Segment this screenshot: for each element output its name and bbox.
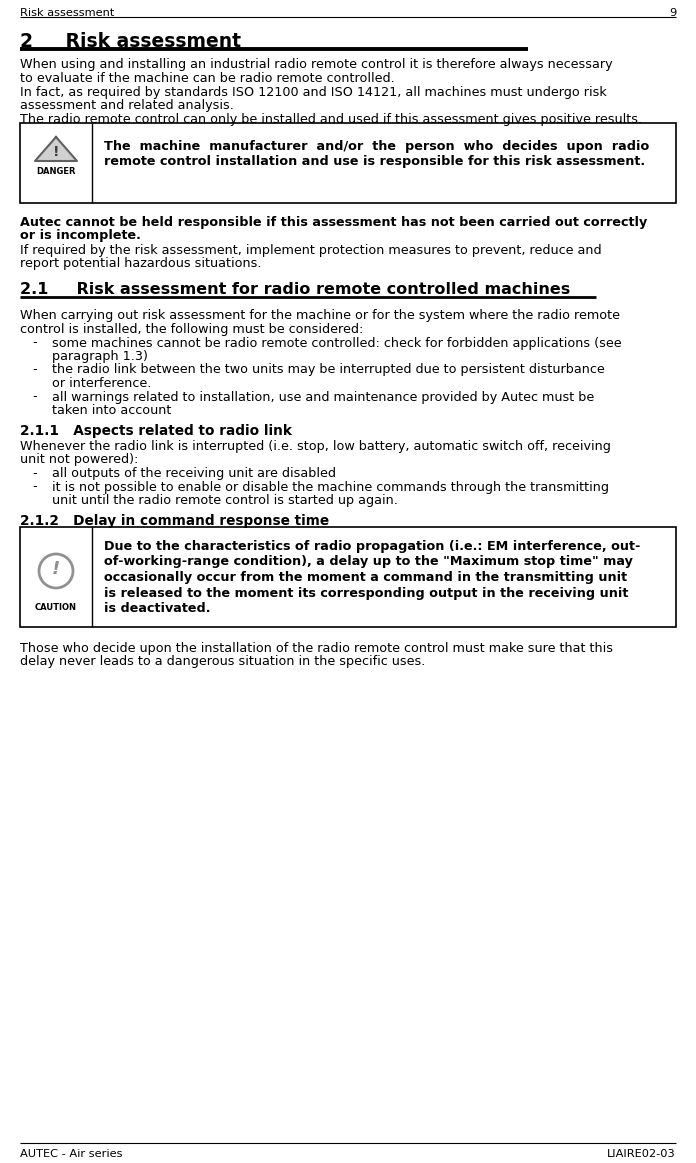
- Text: report potential hazardous situations.: report potential hazardous situations.: [20, 257, 262, 271]
- Text: all outputs of the receiving unit are disabled: all outputs of the receiving unit are di…: [52, 468, 336, 480]
- Text: When using and installing an industrial radio remote control it is therefore alw: When using and installing an industrial …: [20, 58, 612, 71]
- Text: !: !: [53, 145, 59, 159]
- Text: DANGER: DANGER: [36, 167, 76, 176]
- Text: 2     Risk assessment: 2 Risk assessment: [20, 33, 241, 51]
- Text: occasionally occur from the moment a command in the transmitting unit: occasionally occur from the moment a com…: [104, 571, 627, 584]
- Text: it is not possible to enable or disable the machine commands through the transmi: it is not possible to enable or disable …: [52, 480, 609, 493]
- Text: -: -: [32, 336, 37, 350]
- Text: CAUTION: CAUTION: [35, 602, 77, 612]
- Text: 9: 9: [669, 8, 676, 17]
- Text: control is installed, the following must be considered:: control is installed, the following must…: [20, 323, 363, 336]
- Text: !: !: [52, 561, 60, 578]
- Text: is released to the moment its corresponding output in the receiving unit: is released to the moment its correspond…: [104, 586, 628, 599]
- Text: of-working-range condition), a delay up to the "Maximum stop time" may: of-working-range condition), a delay up …: [104, 556, 633, 569]
- Text: assessment and related analysis.: assessment and related analysis.: [20, 100, 234, 113]
- Text: unit not powered):: unit not powered):: [20, 454, 139, 466]
- Text: is deactivated.: is deactivated.: [104, 602, 210, 615]
- Text: delay never leads to a dangerous situation in the specific uses.: delay never leads to a dangerous situati…: [20, 656, 425, 669]
- Text: remote control installation and use is responsible for this risk assessment.: remote control installation and use is r…: [104, 155, 645, 167]
- Text: AUTEC - Air series: AUTEC - Air series: [20, 1149, 122, 1160]
- Text: 2.1.2   Delay in command response time: 2.1.2 Delay in command response time: [20, 514, 329, 528]
- Text: The radio remote control can only be installed and used if this assessment gives: The radio remote control can only be ins…: [20, 113, 642, 126]
- Text: -: -: [32, 480, 37, 493]
- Text: unit until the radio remote control is started up again.: unit until the radio remote control is s…: [52, 494, 398, 507]
- Text: Those who decide upon the installation of the radio remote control must make sur: Those who decide upon the installation o…: [20, 642, 613, 655]
- Text: all warnings related to installation, use and maintenance provided by Autec must: all warnings related to installation, us…: [52, 391, 594, 404]
- Text: Risk assessment: Risk assessment: [20, 8, 114, 17]
- Bar: [20, 527, 676, 627]
- Text: Autec cannot be held responsible if this assessment has not been carried out cor: Autec cannot be held responsible if this…: [20, 216, 647, 229]
- Text: Due to the characteristics of radio propagation (i.e.: EM interference, out-: Due to the characteristics of radio prop…: [104, 540, 640, 552]
- Text: some machines cannot be radio remote controlled: check for forbidden application: some machines cannot be radio remote con…: [52, 336, 622, 350]
- Text: Whenever the radio link is interrupted (i.e. stop, low battery, automatic switch: Whenever the radio link is interrupted (…: [20, 440, 611, 454]
- Text: -: -: [32, 468, 37, 480]
- Text: The  machine  manufacturer  and/or  the  person  who  decides  upon  radio: The machine manufacturer and/or the pers…: [104, 140, 649, 154]
- Text: 2.1     Risk assessment for radio remote controlled machines: 2.1 Risk assessment for radio remote con…: [20, 281, 570, 297]
- Text: -: -: [32, 391, 37, 404]
- Text: LIAIRE02-03: LIAIRE02-03: [607, 1149, 676, 1160]
- Text: the radio link between the two units may be interrupted due to persistent distur: the radio link between the two units may…: [52, 364, 605, 377]
- Text: When carrying out risk assessment for the machine or for the system where the ra: When carrying out risk assessment for th…: [20, 309, 620, 322]
- Text: paragraph 1.3): paragraph 1.3): [52, 350, 148, 363]
- Text: 2.1.1   Aspects related to radio link: 2.1.1 Aspects related to radio link: [20, 424, 292, 438]
- Text: or interference.: or interference.: [52, 377, 151, 390]
- Text: If required by the risk assessment, implement protection measures to prevent, re: If required by the risk assessment, impl…: [20, 244, 601, 257]
- Text: In fact, as required by standards ISO 12100 and ISO 14121, all machines must und: In fact, as required by standards ISO 12…: [20, 86, 607, 99]
- Bar: [20, 123, 676, 204]
- Text: to evaluate if the machine can be radio remote controlled.: to evaluate if the machine can be radio …: [20, 71, 395, 85]
- Text: or is incomplete.: or is incomplete.: [20, 229, 141, 243]
- Polygon shape: [35, 137, 77, 160]
- Text: -: -: [32, 364, 37, 377]
- Text: taken into account: taken into account: [52, 404, 171, 418]
